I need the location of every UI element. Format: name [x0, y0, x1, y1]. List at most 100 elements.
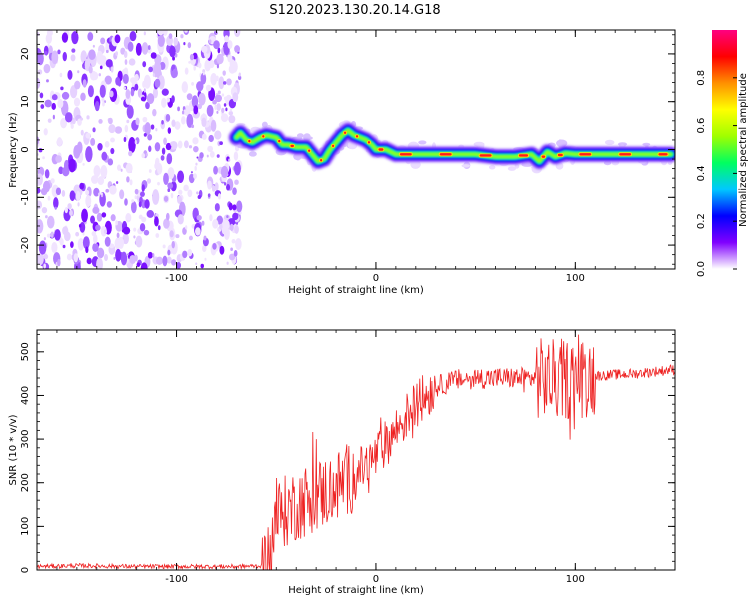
- noise-speck: [101, 212, 107, 218]
- noise-speck: [204, 59, 211, 72]
- noise-speck: [220, 113, 229, 123]
- colorbar-tick-label: 0.6: [696, 118, 707, 134]
- noise-speck: [122, 226, 131, 235]
- noise-speck: [120, 47, 126, 55]
- noise-speck: [144, 122, 151, 136]
- noise-speck: [182, 250, 188, 259]
- noise-speck: [109, 243, 115, 249]
- halo-speck: [642, 142, 651, 146]
- noise-speck: [71, 31, 79, 45]
- noise-speck: [90, 215, 95, 224]
- noise-speck: [37, 51, 44, 66]
- halo-speck: [558, 139, 563, 148]
- noise-speck: [171, 119, 176, 127]
- noise-speck: [77, 202, 80, 207]
- noise-speck: [97, 176, 105, 186]
- noise-speck: [193, 173, 198, 180]
- noise-speck: [53, 197, 59, 209]
- noise-speck: [189, 53, 195, 61]
- noise-speck: [185, 225, 188, 230]
- noise-speck: [115, 220, 118, 226]
- noise-speck: [161, 147, 166, 155]
- noise-speck: [129, 179, 133, 186]
- noise-speck: [161, 97, 167, 108]
- noise-speck: [148, 169, 152, 173]
- snr-panel: -100 0 100 0 100 200 300 400 500 Height of strai…: [8, 329, 676, 596]
- noise-speck: [93, 187, 100, 197]
- noise-speck: [93, 234, 98, 244]
- noise-speck: [62, 51, 67, 62]
- noise-speck: [216, 64, 220, 69]
- halo-speck: [418, 140, 427, 145]
- noise-speck: [140, 96, 146, 102]
- noise-speck: [152, 189, 160, 205]
- noise-speck: [230, 247, 233, 251]
- noise-speck: [190, 171, 193, 174]
- noise-speck: [104, 236, 111, 247]
- halo-speck: [604, 139, 615, 145]
- noise-speck: [196, 81, 204, 92]
- noise-speck: [135, 235, 143, 248]
- spectrogram-y-label: Frequency (Hz): [8, 112, 19, 188]
- noise-speck: [143, 229, 150, 236]
- noise-speck: [71, 48, 76, 53]
- noise-speck: [163, 218, 170, 229]
- noise-speck: [98, 192, 101, 197]
- noise-speck: [172, 56, 175, 61]
- noise-speck: [69, 210, 73, 216]
- noise-speck: [101, 97, 105, 102]
- noise-speck: [201, 45, 208, 53]
- noise-speck: [232, 212, 239, 221]
- noise-speck: [86, 115, 90, 120]
- noise-speck: [134, 188, 139, 195]
- noise-speck: [37, 187, 41, 194]
- y-tick-label: 500: [20, 342, 31, 361]
- noise-speck: [108, 124, 116, 134]
- y-tick-label: -10: [20, 189, 31, 205]
- noise-speck: [204, 257, 207, 261]
- noise-speck: [57, 258, 61, 267]
- colorbar-gradient: [712, 30, 737, 269]
- noise-speck: [216, 154, 220, 158]
- noise-speck: [51, 242, 58, 254]
- noise-speck: [80, 129, 84, 136]
- noise-speck: [91, 231, 97, 237]
- noise-speck: [214, 130, 222, 140]
- noise-speck: [209, 150, 215, 158]
- noise-speck: [99, 84, 106, 98]
- noise-speck: [222, 70, 226, 76]
- noise-speck: [167, 188, 171, 193]
- x-tick-label: -100: [165, 574, 188, 585]
- noise-speck: [170, 141, 173, 146]
- noise-speck: [181, 110, 185, 115]
- noise-speck: [43, 63, 51, 74]
- noise-speck: [203, 235, 207, 241]
- noise-speck: [227, 40, 233, 49]
- noise-speck: [71, 117, 76, 125]
- noise-speck: [78, 224, 82, 228]
- noise-speck: [193, 105, 199, 115]
- noise-speck: [202, 71, 205, 76]
- noise-speck: [181, 81, 189, 93]
- noise-speck: [207, 180, 212, 190]
- noise-speck: [150, 124, 155, 130]
- noise-speck: [81, 208, 88, 223]
- halo-speck: [296, 133, 304, 138]
- noise-speck: [115, 248, 122, 262]
- noise-speck: [177, 170, 185, 183]
- noise-speck: [175, 234, 180, 239]
- noise-speck: [188, 145, 193, 149]
- noise-speck: [133, 227, 137, 232]
- noise-speck: [233, 151, 239, 161]
- noise-speck: [37, 136, 40, 145]
- noise-speck: [157, 30, 165, 36]
- ridge-peak-core: [619, 153, 632, 156]
- noise-speck: [213, 40, 220, 50]
- ridge-peak-core: [343, 131, 347, 134]
- noise-speck: [85, 132, 91, 139]
- noise-speck: [79, 182, 85, 190]
- noise-speck: [165, 142, 172, 151]
- noise-speck: [42, 180, 51, 193]
- noise-speck: [183, 42, 186, 46]
